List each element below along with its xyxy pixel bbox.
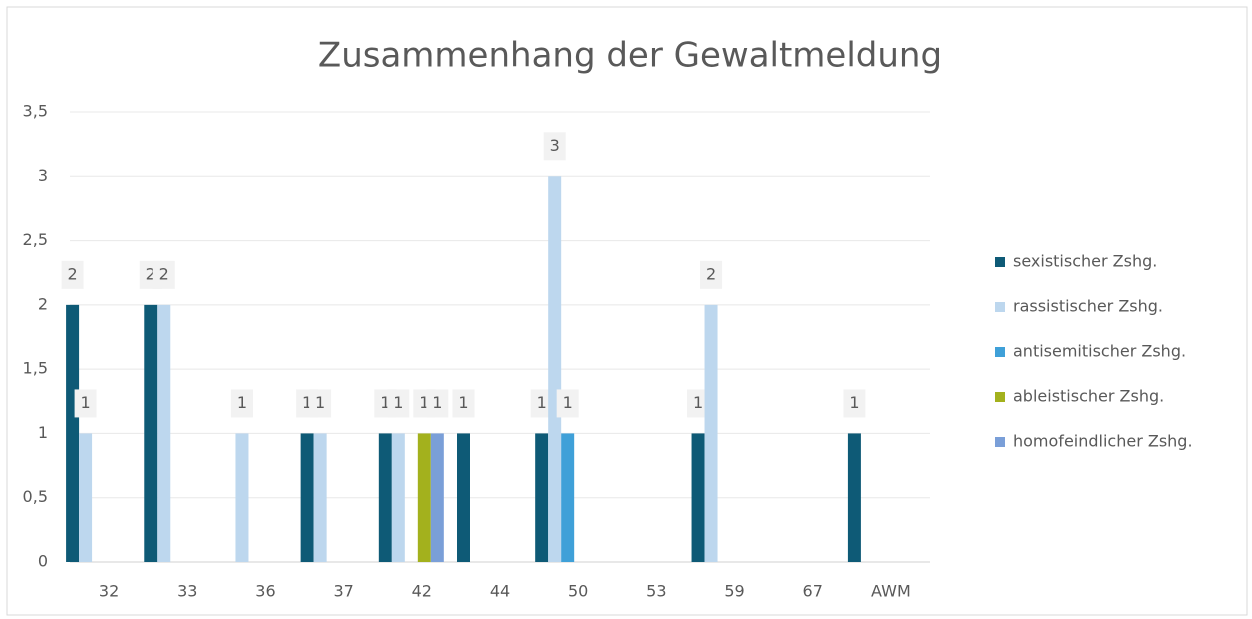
data-label-box bbox=[230, 389, 253, 418]
x-tick-label: 67 bbox=[803, 582, 823, 601]
y-tick-label: 0 bbox=[38, 552, 48, 571]
y-tick-label: 3,5 bbox=[23, 102, 48, 121]
x-tick-label: 32 bbox=[99, 582, 119, 601]
bar bbox=[535, 433, 549, 562]
legend-swatch bbox=[995, 302, 1005, 312]
data-label: 1 bbox=[419, 393, 429, 412]
bar bbox=[704, 304, 718, 562]
y-tick-label: 3 bbox=[38, 166, 48, 185]
bar bbox=[157, 304, 171, 562]
x-tick-label: 50 bbox=[568, 582, 588, 601]
data-label-box bbox=[309, 389, 332, 418]
data-label: 1 bbox=[693, 393, 703, 412]
bar bbox=[417, 433, 431, 562]
legend-swatch bbox=[995, 347, 1005, 357]
y-tick-label: 1 bbox=[38, 423, 48, 442]
data-label-box bbox=[530, 389, 553, 418]
legend-label: homofeindlicher Zshg. bbox=[1013, 432, 1193, 451]
data-label: 1 bbox=[458, 393, 468, 412]
data-label-box bbox=[687, 389, 710, 418]
chart-title: Zusammenhang der Gewaltmeldung bbox=[318, 36, 942, 76]
bar bbox=[457, 433, 470, 562]
legend-swatch bbox=[995, 437, 1005, 447]
data-label: 2 bbox=[706, 264, 716, 283]
bar bbox=[847, 433, 861, 562]
data-label-box bbox=[843, 389, 866, 418]
bar bbox=[391, 433, 405, 562]
data-label-box bbox=[452, 389, 475, 418]
y-tick-label: 2 bbox=[38, 294, 48, 313]
x-tick-label: AWM bbox=[871, 582, 911, 601]
data-label: 1 bbox=[315, 393, 325, 412]
data-label: 1 bbox=[237, 393, 247, 412]
data-label: 2 bbox=[159, 264, 169, 283]
legend-swatch bbox=[995, 392, 1005, 402]
bar bbox=[235, 433, 249, 562]
x-tick-label: 33 bbox=[177, 582, 197, 601]
data-label: 1 bbox=[563, 393, 573, 412]
data-label: 1 bbox=[432, 393, 442, 412]
data-label-box bbox=[74, 389, 97, 418]
y-tick-label: 0,5 bbox=[23, 487, 48, 506]
data-label-box bbox=[152, 260, 175, 289]
bar bbox=[561, 433, 575, 562]
chart-border bbox=[6, 6, 1248, 616]
data-label-box bbox=[61, 260, 84, 289]
x-tick-label: 37 bbox=[333, 582, 353, 601]
y-tick-label: 1,5 bbox=[23, 359, 48, 378]
legend-label: ableistischer Zshg. bbox=[1013, 387, 1164, 406]
x-tick-label: 59 bbox=[724, 582, 744, 601]
data-label: 1 bbox=[537, 393, 547, 412]
x-tick-label: 53 bbox=[646, 582, 666, 601]
legend-label: sexistischer Zshg. bbox=[1013, 252, 1157, 271]
data-label: 1 bbox=[80, 393, 90, 412]
data-label: 3 bbox=[550, 136, 560, 155]
legend-label: rassistischer Zshg. bbox=[1013, 297, 1163, 316]
bar bbox=[300, 433, 314, 562]
bar bbox=[66, 304, 80, 562]
bar bbox=[378, 433, 392, 562]
data-label-box bbox=[387, 389, 410, 418]
data-label: 1 bbox=[849, 393, 859, 412]
x-tick-label: 42 bbox=[412, 582, 432, 601]
data-label-box bbox=[426, 389, 449, 418]
x-tick-label: 36 bbox=[255, 582, 275, 601]
bar bbox=[430, 433, 444, 562]
bar bbox=[548, 176, 562, 563]
bar bbox=[691, 433, 705, 562]
data-label: 2 bbox=[146, 264, 156, 283]
data-label: 1 bbox=[393, 393, 403, 412]
data-label: 1 bbox=[380, 393, 390, 412]
data-label-box bbox=[700, 260, 723, 289]
bar bbox=[144, 304, 158, 562]
y-tick-label: 2,5 bbox=[23, 230, 48, 249]
legend-label: antisemitischer Zshg. bbox=[1013, 342, 1186, 361]
data-label-box bbox=[543, 132, 566, 161]
data-label-box bbox=[556, 389, 579, 418]
bar bbox=[313, 433, 327, 562]
x-tick-label: 44 bbox=[490, 582, 510, 601]
bar bbox=[79, 433, 93, 562]
legend-swatch bbox=[995, 257, 1005, 267]
data-label: 1 bbox=[302, 393, 312, 412]
data-label: 2 bbox=[67, 264, 77, 283]
